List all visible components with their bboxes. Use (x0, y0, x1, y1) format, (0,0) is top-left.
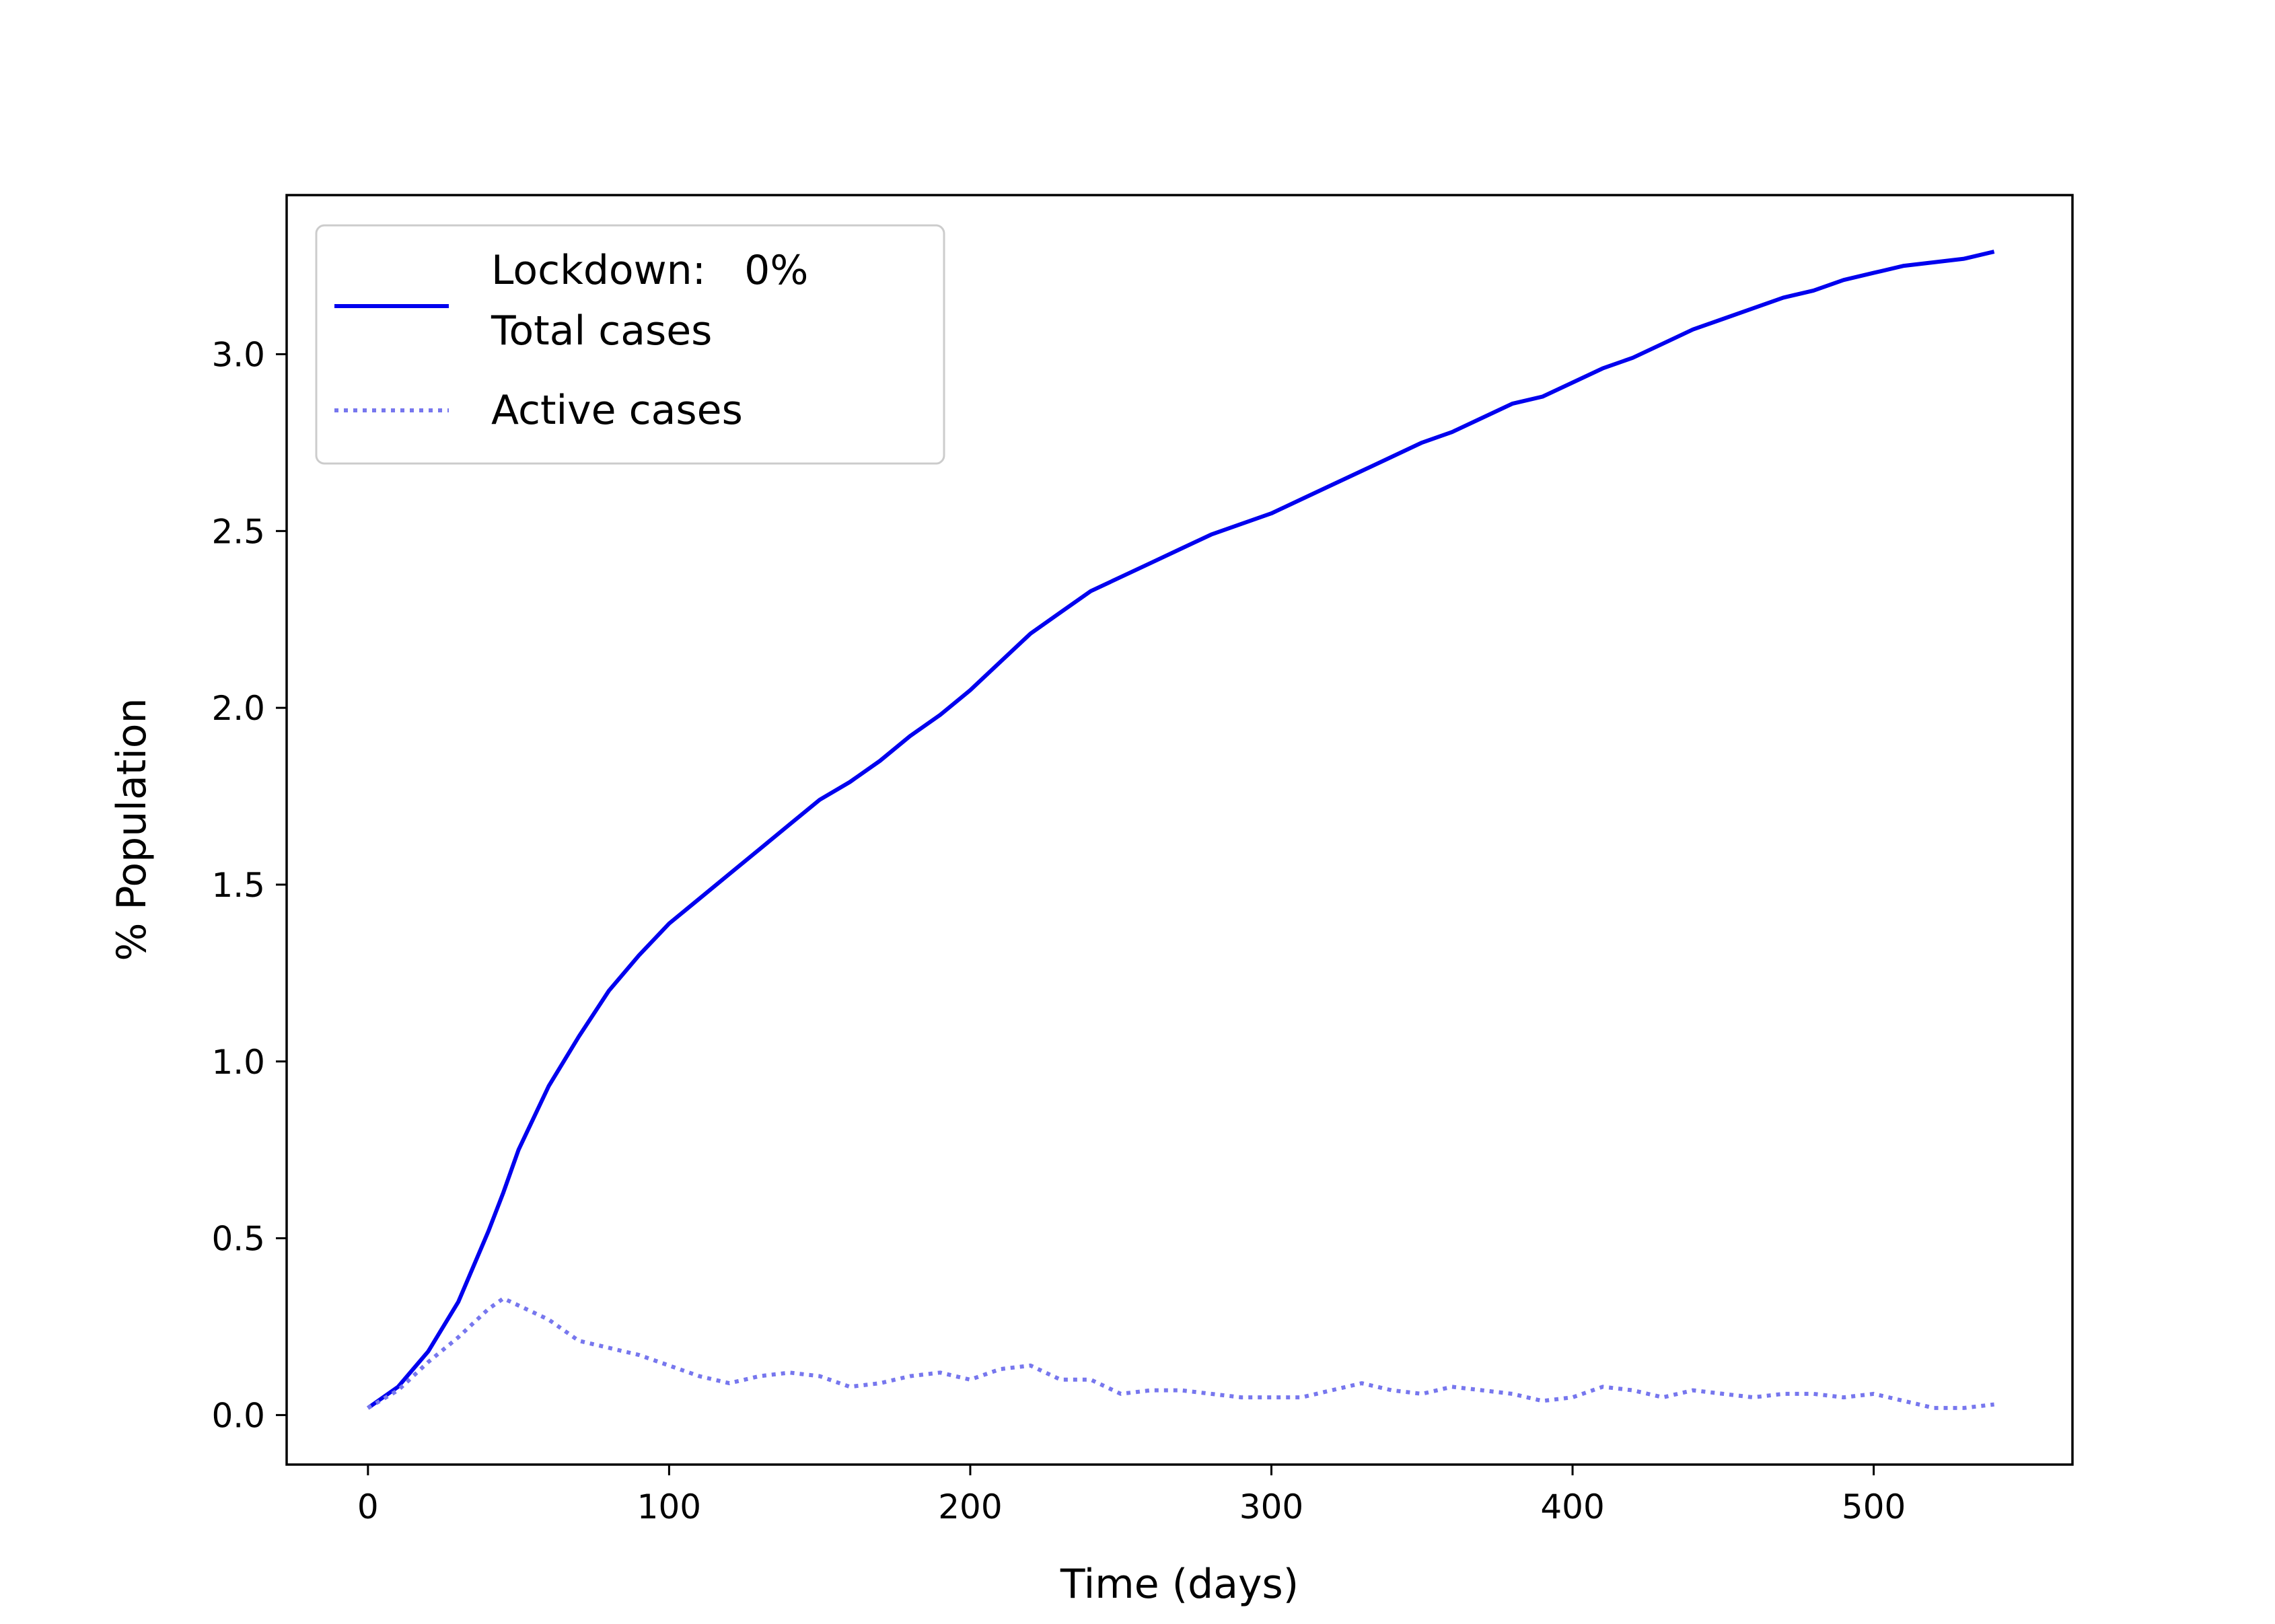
legend-label-total-cases: Total cases (491, 307, 712, 355)
legend-label-active-cases: Active cases (491, 387, 743, 434)
x-tick-label: 100 (637, 1487, 701, 1526)
y-axis-title: % Population (108, 698, 155, 961)
y-axis: 0.0 0.5 1.0 1.5 2.0 2.5 3.0 (211, 336, 287, 1435)
y-tick-label: 0.0 (211, 1396, 265, 1435)
y-tick-label: 0.5 (211, 1220, 265, 1259)
y-tick-label: 2.5 (211, 512, 265, 551)
y-tick-label: 1.0 (211, 1043, 265, 1082)
plot-frame (285, 194, 2074, 1466)
x-tick-label: 400 (1540, 1487, 1604, 1526)
x-axis-title: Time (days) (1060, 1561, 1299, 1608)
series-line-active-cases (367, 1296, 1994, 1410)
y-tick-label: 2.0 (211, 689, 265, 728)
x-tick-label: 500 (1842, 1487, 1906, 1526)
y-tick-label: 3.0 (211, 336, 265, 375)
legend-frame (315, 224, 945, 465)
y-tick-label: 1.5 (211, 866, 265, 905)
x-tick-label: 200 (938, 1487, 1002, 1526)
x-axis: 0 100 200 300 400 500 (357, 1465, 1906, 1526)
x-tick-label: 0 (357, 1487, 379, 1526)
legend-label-lockdown: Lockdown: 0% (491, 247, 808, 294)
legend: Lockdown: 0% Total cases Active cases (315, 224, 945, 465)
series-layer (367, 250, 1995, 1410)
x-tick-label: 300 (1239, 1487, 1303, 1526)
series-line-total-cases (367, 250, 1995, 1410)
